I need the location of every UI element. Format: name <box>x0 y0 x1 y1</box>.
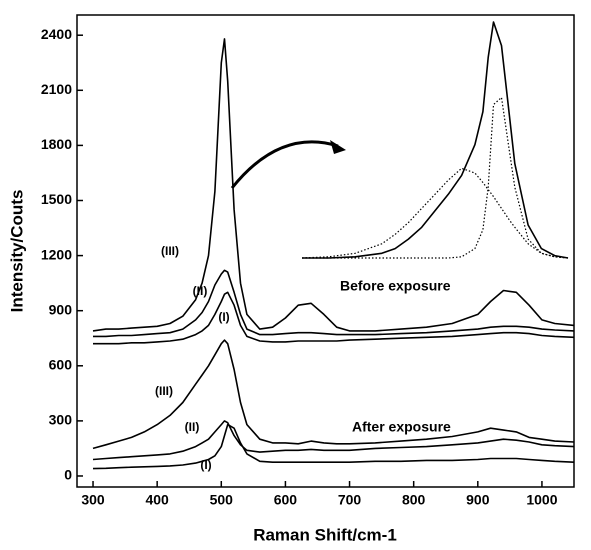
series-label: (III) <box>155 384 173 398</box>
y-tick-label: 900 <box>49 301 73 317</box>
arrow <box>230 140 339 189</box>
x-tick-label: 900 <box>466 492 490 508</box>
x-axis-title: Raman Shift/cm-1 <box>253 525 397 544</box>
series-line <box>92 420 575 461</box>
annotation: After exposure <box>352 419 451 435</box>
x-tick-label: 800 <box>402 492 426 508</box>
x-tick-label: 300 <box>81 492 105 508</box>
y-tick-label: 2400 <box>41 26 72 42</box>
annotation: Before exposure <box>340 278 451 294</box>
series-label: (II) <box>185 420 200 434</box>
series-line <box>93 291 575 345</box>
arrow-head <box>330 140 346 154</box>
plot-frame <box>76 14 575 488</box>
x-tick-label: 700 <box>338 492 362 508</box>
y-axis-title: Intensity/Couts <box>7 190 26 313</box>
series-line <box>92 339 575 450</box>
series-line <box>92 423 575 470</box>
series-line <box>302 96 569 259</box>
y-tick-label: 1200 <box>41 246 72 262</box>
series-line <box>92 38 575 332</box>
y-tick-label: 300 <box>49 412 73 428</box>
series-line <box>93 269 575 338</box>
x-tick-label: 400 <box>145 492 169 508</box>
x-tick-label: 600 <box>274 492 298 508</box>
y-tick-label: 1800 <box>41 136 72 152</box>
series-label: (II) <box>193 284 208 298</box>
y-tick-label: 0 <box>64 467 72 483</box>
x-tick-label: 1000 <box>526 492 557 508</box>
y-tick-label: 600 <box>49 356 73 372</box>
series-line <box>301 167 569 259</box>
y-tick-label: 1500 <box>41 191 72 207</box>
series-label: (I) <box>218 310 229 324</box>
series-label: (III) <box>161 244 179 258</box>
series-label: (I) <box>200 458 211 472</box>
series-line <box>302 21 569 259</box>
y-tick-label: 2100 <box>41 81 72 97</box>
x-tick-label: 500 <box>210 492 234 508</box>
